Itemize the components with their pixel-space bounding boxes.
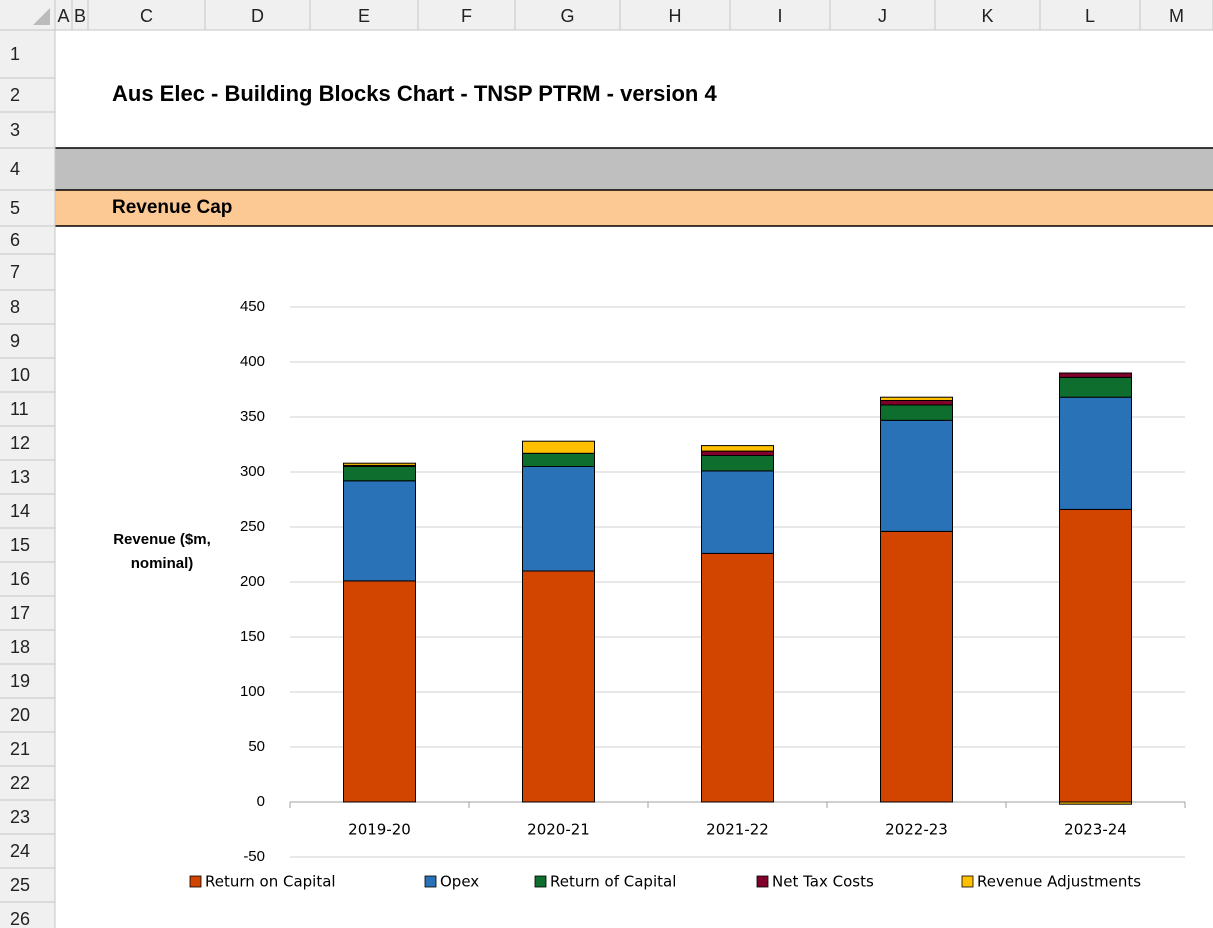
bar-segment: [880, 404, 953, 421]
legend-label: Return of Capital: [550, 873, 676, 891]
bar-segment: [701, 470, 774, 554]
y-tick-label: 450: [240, 298, 265, 315]
column-header: B: [74, 6, 86, 26]
row-header: 18: [10, 637, 30, 657]
x-tick-label: 2019-20: [348, 821, 411, 839]
y-tick-label: 150: [240, 628, 265, 645]
row-header-bar: [0, 30, 55, 928]
x-tick-label: 2023-24: [1064, 821, 1127, 839]
row-header: 20: [10, 705, 30, 725]
column-header-bar: [0, 0, 1213, 30]
row-header: 15: [10, 535, 30, 555]
legend-label: Net Tax Costs: [772, 873, 874, 891]
row-header: 14: [10, 501, 30, 521]
column-header: C: [140, 6, 153, 26]
row-header: 9: [10, 331, 20, 351]
y-tick-label: 300: [240, 463, 265, 480]
row-header: 1: [10, 44, 20, 64]
bar-segment: [522, 466, 595, 572]
row-header: 13: [10, 467, 30, 487]
bar-segment: [701, 552, 774, 803]
legend-label: Return on Capital: [205, 873, 336, 891]
row-header: 26: [10, 909, 30, 928]
corner: [33, 8, 50, 25]
bar-segment: [343, 466, 416, 482]
column-header: H: [669, 6, 682, 26]
column-header: J: [878, 6, 887, 26]
section-title: Revenue Cap: [112, 197, 232, 218]
bar-segment: [1059, 508, 1132, 803]
row-header: 16: [10, 569, 30, 589]
bar-segment: [1059, 372, 1132, 378]
row-header: 12: [10, 433, 30, 453]
row-header: 25: [10, 875, 30, 895]
y-tick-label: 100: [240, 683, 265, 700]
bar-segment: [880, 400, 953, 406]
row-header: 2: [10, 85, 20, 105]
bar-segment: [701, 445, 774, 452]
y-tick-label: 400: [240, 353, 265, 370]
legend-swatch: [756, 875, 769, 888]
row-header: 10: [10, 365, 30, 385]
y-axis-label: Revenue ($m, nominal): [113, 531, 211, 572]
sheet-title: Aus Elec - Building Blocks Chart - TNSP …: [112, 81, 717, 106]
bar-segment: [1059, 376, 1132, 398]
y-tick-label: 200: [240, 573, 265, 590]
bar-segment: [880, 419, 953, 532]
bar-segment: [522, 570, 595, 803]
bar-segment: [522, 452, 595, 467]
column-header: E: [358, 6, 370, 26]
column-header: D: [251, 6, 264, 26]
legend-swatch: [424, 875, 437, 888]
bar-segment: [701, 450, 774, 457]
bar-segment: [343, 580, 416, 803]
bar-segment: [1059, 396, 1132, 510]
row-header: 8: [10, 297, 20, 317]
bar-segment: [522, 440, 595, 454]
row-header: 6: [10, 230, 20, 250]
legend-swatch: [189, 875, 202, 888]
band-orange: [55, 190, 1213, 226]
legend-swatch: [961, 875, 974, 888]
bar-segment: [343, 480, 416, 582]
bar-segment: [880, 396, 953, 402]
row-header: 23: [10, 807, 30, 827]
bar-segment: [343, 462, 416, 466]
row-header: 22: [10, 773, 30, 793]
bar-segment: [701, 455, 774, 472]
column-header: I: [777, 6, 782, 26]
row-header: 19: [10, 671, 30, 691]
row-header: 4: [10, 159, 20, 179]
row-header: 5: [10, 198, 20, 218]
y-tick-label: 350: [240, 408, 265, 425]
column-header: G: [560, 6, 574, 26]
row-header: 7: [10, 262, 20, 282]
row-header: 21: [10, 739, 30, 759]
y-tick-label: -50: [243, 848, 265, 865]
y-tick-label: 0: [257, 793, 265, 810]
row-header: 11: [10, 399, 29, 419]
bar-segment: [880, 530, 953, 803]
row-header: 3: [10, 120, 20, 140]
row-header: 17: [10, 603, 30, 623]
legend-label: Revenue Adjustments: [977, 873, 1141, 891]
column-header: K: [981, 6, 993, 26]
x-tick-label: 2022-23: [885, 821, 948, 839]
y-tick-label: 50: [248, 738, 265, 755]
column-header: L: [1085, 6, 1095, 26]
x-tick-label: 2020-21: [527, 821, 590, 839]
bar-segment: [1059, 801, 1132, 805]
legend-label: Opex: [440, 873, 479, 891]
x-tick-label: 2021-22: [706, 821, 769, 839]
column-header: M: [1169, 6, 1184, 26]
legend-swatch: [534, 875, 547, 888]
column-header: A: [57, 6, 69, 26]
row-header: 24: [10, 841, 30, 861]
band-grey: [55, 148, 1213, 190]
column-header: F: [461, 6, 472, 26]
y-tick-label: 250: [240, 518, 265, 535]
